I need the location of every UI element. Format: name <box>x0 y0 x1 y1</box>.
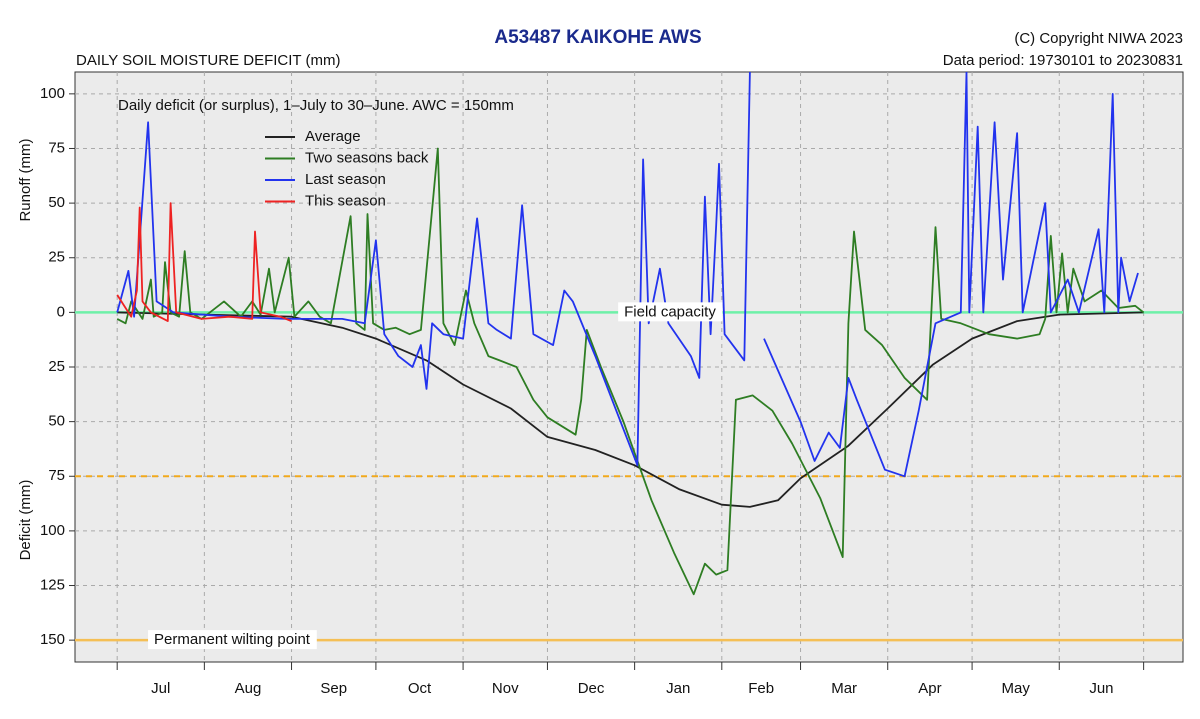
y-tick-label: 25 <box>48 249 65 266</box>
legend-label: Two seasons back <box>305 149 429 166</box>
chart-subtitle: DAILY SOIL MOISTURE DEFICIT (mm) <box>76 52 340 69</box>
y-tick-label: 75 <box>48 139 65 156</box>
x-tick-label: Nov <box>492 680 519 697</box>
x-tick-label: Jun <box>1089 680 1113 697</box>
reference-label: Field capacity <box>624 303 716 320</box>
x-tick-label: Oct <box>408 680 432 697</box>
chart-title: A53487 KAIKOHE AWS <box>494 27 701 48</box>
legend-label: This season <box>305 192 386 209</box>
label-background <box>148 630 317 650</box>
y-tick-label: 50 <box>48 194 65 211</box>
y-tick-label: 100 <box>40 85 65 102</box>
x-tick-label: Mar <box>831 680 857 697</box>
series-line <box>116 202 292 322</box>
x-tick-label: Apr <box>918 680 941 697</box>
label-background <box>618 302 723 322</box>
copyright: (C) Copyright NIWA 2023 <box>1014 30 1183 47</box>
y-tick-label: 125 <box>40 576 65 593</box>
x-tick-label: Sep <box>320 680 347 697</box>
series-line <box>117 311 1144 508</box>
x-tick-label: Jan <box>666 680 690 697</box>
legend-label: Last season <box>305 171 386 188</box>
data-period: Data period: 19730101 to 20230831 <box>943 52 1183 69</box>
y-axis-label: Deficit (mm) <box>17 480 34 561</box>
y-tick-label: 0 <box>57 303 65 320</box>
series-line <box>116 72 1139 478</box>
x-tick-label: Dec <box>578 680 605 697</box>
x-tick-label: Jul <box>151 680 170 697</box>
x-tick-label: May <box>1002 680 1031 697</box>
series-line <box>116 147 1145 596</box>
legend-label: Average <box>305 128 361 145</box>
y-tick-label: 50 <box>48 413 65 430</box>
x-tick-label: Aug <box>235 680 262 697</box>
y-tick-label: 150 <box>40 631 65 648</box>
y-tick-label: 25 <box>48 358 65 375</box>
y-axis-label: Runoff (mm) <box>17 138 34 221</box>
x-tick-label: Feb <box>748 680 774 697</box>
reference-label: Permanent wilting point <box>154 631 311 648</box>
y-tick-label: 75 <box>48 467 65 484</box>
annotation: Daily deficit (or surplus), 1–July to 30… <box>118 97 514 114</box>
y-tick-label: 100 <box>40 522 65 539</box>
